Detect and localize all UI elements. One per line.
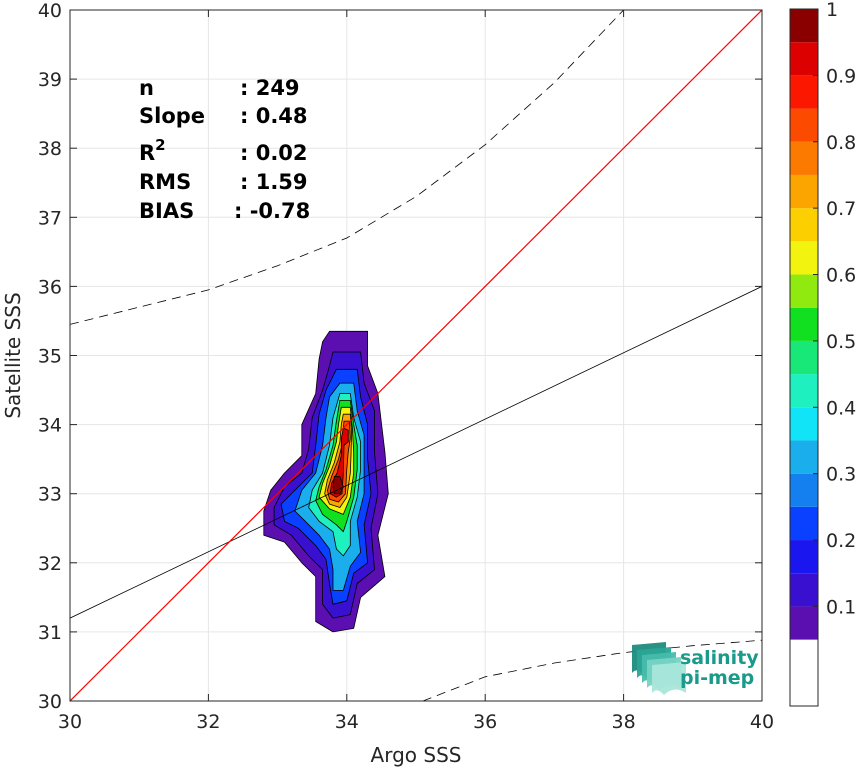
fit-line: [70, 286, 762, 619]
stat-value: : 0.48: [240, 104, 308, 128]
stat-value: : -0.78: [234, 199, 310, 223]
y-axis-title: Satellite SSS: [1, 292, 25, 418]
stat-value: : 1.59: [240, 170, 308, 194]
y-tick-label: 33: [38, 484, 62, 506]
y-tick-label: 35: [38, 346, 62, 368]
y-tick-label: 37: [38, 207, 62, 229]
colorbar-bin: [790, 174, 818, 209]
y-tick-label: 31: [38, 622, 62, 644]
x-axis-ticks: 30 32 34 36 38 40: [58, 10, 774, 733]
x-tick-label: 30: [58, 711, 82, 733]
y-tick-label: 30: [38, 691, 62, 713]
colorbar-bin: [790, 141, 818, 175]
contour-level: [332, 476, 344, 495]
confidence-upper-line: [70, 10, 662, 325]
colorbar-bin: [790, 407, 818, 441]
colorbar-tick-label: 0.1: [826, 596, 856, 618]
y-tick-label: 34: [38, 415, 62, 437]
logo-text-salinity: salinity: [680, 647, 759, 669]
y-tick-label: 39: [38, 69, 62, 91]
colorbar-bin: [790, 208, 818, 242]
colorbar-bin: [790, 9, 818, 43]
colorbar-tick-label: 0.5: [826, 331, 856, 353]
identity-line: [70, 10, 762, 701]
x-tick-label: 40: [750, 711, 774, 733]
colorbar-bin: [790, 440, 818, 474]
colorbar-bin: [790, 374, 818, 408]
logo-wave-layer: [652, 662, 686, 695]
salinity-pimep-logo: salinity pi-mep: [632, 642, 759, 695]
colorbar-bin: [790, 573, 818, 607]
y-tick-label: 36: [38, 276, 62, 298]
x-tick-label: 38: [612, 711, 636, 733]
colorbar-bin: [790, 340, 818, 375]
x-tick-label: 32: [196, 711, 220, 733]
colorbar-tick-label: 0.3: [826, 464, 856, 486]
colorbar-bin: [790, 307, 818, 341]
colorbar-bin: [790, 42, 818, 76]
x-tick-label: 36: [473, 711, 497, 733]
stat-label: RMS: [139, 170, 191, 194]
colorbar-bin: [790, 606, 818, 640]
logo-text-pimep: pi-mep: [680, 667, 754, 689]
colorbar-bin: [790, 108, 818, 142]
colorbar-tick-label: 0.2: [826, 530, 856, 552]
colorbar-bin: [790, 506, 818, 541]
colorbar-bin: [790, 639, 818, 706]
colorbar-bin: [790, 75, 818, 109]
stat-label-sup: 2: [155, 136, 165, 154]
confidence-lower-line: [422, 639, 762, 701]
y-tick-label: 40: [38, 0, 62, 22]
colorbar-tick-label: 0.4: [826, 397, 856, 419]
y-axis-ticks: 30 31 32 33 34 35 36 37 38 39 40: [38, 0, 762, 713]
colorbar-bin: [790, 540, 818, 574]
colorbar-frame: [789, 8, 819, 707]
colorbar-bin: [790, 274, 818, 308]
stat-value: : 0.02: [240, 141, 308, 165]
logo-wave-icon: [632, 642, 686, 695]
stat-label: BIAS: [139, 199, 194, 223]
stat-value: : 249: [240, 76, 300, 100]
stat-label: Slope: [139, 104, 205, 128]
colorbar-tick-label: 0.9: [826, 65, 856, 87]
colorbar: 0.1 0.2 0.3 0.4 0.5 0.6 0.7 0.8 0.9 1: [789, 0, 856, 707]
y-tick-label: 38: [38, 138, 62, 160]
x-axis-title: Argo SSS: [371, 743, 462, 767]
stat-label: n: [139, 76, 154, 100]
reference-lines: [70, 10, 762, 701]
density-contours: [263, 330, 389, 633]
colorbar-tick-label: 0.6: [826, 265, 856, 287]
colorbar-tick-label: 1: [826, 0, 838, 21]
colorbar-tick-label: 0.7: [826, 198, 856, 220]
x-tick-label: 34: [335, 711, 359, 733]
colorbar-bin: [790, 473, 818, 507]
y-tick-label: 32: [38, 553, 62, 575]
colorbar-tick-label: 0.8: [826, 132, 856, 154]
colorbar-bin: [790, 241, 818, 275]
